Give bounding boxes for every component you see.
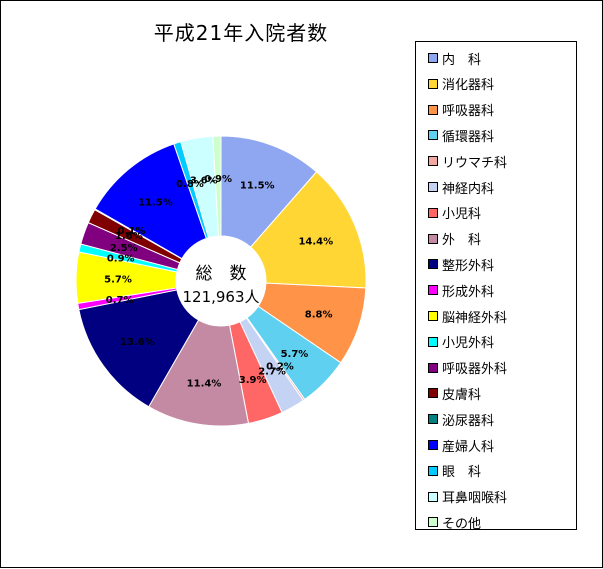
legend-label: その他 [442,516,482,532]
legend-label: 産婦人科 [442,439,495,455]
donut-slice-1 [220,135,318,248]
legend-label: 整形外科 [442,258,495,274]
legend-swatch [428,207,438,218]
legend-swatch [428,491,438,502]
legend-label: 耳鼻咽喉科 [442,491,508,507]
legend-swatch [428,53,438,63]
legend-item: 皮膚科 [428,384,482,403]
legend-label: 呼吸器科 [442,104,495,120]
legend-swatch [428,414,438,425]
legend-swatch [428,388,438,399]
slice-label-12: 0.9% [107,254,135,265]
slice-label-3: 8.8% [305,310,333,321]
legend-label: 神経内科 [442,181,495,197]
legend-item: 耳鼻咽喉科 [428,488,507,506]
donut-slice-9 [78,289,200,408]
slice-label-8: 11.4% [187,379,222,390]
legend-label: 泌尿器科 [442,413,495,429]
center-label: 総 数 121,963人 [171,259,271,307]
legend-swatch [428,130,438,141]
slice-label-16: 11.5% [138,198,173,209]
legend-swatch [428,156,438,167]
slice-label-6: 2.7% [258,366,286,377]
legend-swatch [428,182,438,192]
chart-title: 平成21年入院者数 [153,21,329,45]
legend-item: 脳神経外科 [428,307,508,326]
legend-item: 外 科 [428,230,481,248]
legend-swatch [428,440,438,450]
legend-label: 外 科 [442,233,482,249]
legend-item: 泌尿器科 [428,410,495,429]
legend-label: リウマチ科 [442,155,508,171]
legend-item: 眼 科 [428,462,481,480]
center-label-title: 総 数 [195,264,247,284]
legend-item: 循環器科 [428,126,495,145]
legend: 内 科消化器科呼吸器科循環器科リウマチ科神経内科小児科外 科整形外科形成外科脳神… [415,41,577,532]
slice-label-14: 1.6% [115,231,143,242]
legend-swatch [428,336,438,347]
slice-label-4: 5.7% [281,349,309,360]
slice-label-7: 3.9% [239,375,267,386]
donut-slice-2 [249,171,367,289]
legend-swatch [428,311,438,321]
slice-label-18: 3.6% [190,175,218,186]
legend-label: 消化器科 [442,78,495,94]
center-label-total: 121,963人 [182,288,260,306]
slice-label-13: 2.5% [110,243,138,254]
donut-slice-19 [212,135,222,237]
legend-label: 小児科 [442,207,482,223]
legend-swatch [428,517,438,528]
legend-item: 呼吸器外科 [428,359,507,377]
slice-label-2: 14.4% [298,237,333,248]
legend-label: 脳神経外科 [442,310,508,326]
legend-swatch [428,233,438,244]
legend-item: 形成外科 [428,281,495,300]
legend-swatch [428,285,438,296]
legend-label: 形成外科 [442,284,495,300]
legend-swatch [428,104,438,115]
legend-label: 内 科 [442,52,482,68]
donut-slice-16 [94,143,207,260]
legend-item: 整形外科 [428,255,495,274]
legend-label: 小児外科 [442,336,495,352]
legend-swatch [428,465,438,476]
legend-item: 小児外科 [428,333,494,351]
slice-label-11: 5.7% [104,275,132,286]
slice-label-9: 13.6% [120,337,155,348]
legend-swatch [428,362,438,373]
legend-item: リウマチ科 [428,152,508,171]
legend-item: 小児科 [428,204,481,222]
slice-label-15: 0.1% [118,226,146,237]
slice-label-19: 0.9% [204,174,232,185]
legend-swatch [428,78,438,89]
slice-label-1: 11.5% [240,181,275,192]
legend-label: 皮膚科 [442,387,482,403]
legend-label: 眼 科 [442,465,482,481]
slice-label-17: 0.8% [176,179,204,190]
legend-item: 消化器科 [428,75,494,93]
legend-item: 産婦人科 [428,436,495,455]
legend-item: その他 [428,513,482,532]
legend-label: 循環器科 [442,129,495,145]
legend-item: 呼吸器科 [428,101,494,119]
legend-item: 内 科 [428,49,482,68]
legend-item: 神経内科 [428,178,495,197]
legend-label: 呼吸器外科 [442,362,508,378]
donut-slice-8 [148,319,250,427]
slice-label-10: 0.7% [106,295,134,306]
slice-label-5: 0.2% [266,361,294,372]
legend-swatch [428,259,438,270]
